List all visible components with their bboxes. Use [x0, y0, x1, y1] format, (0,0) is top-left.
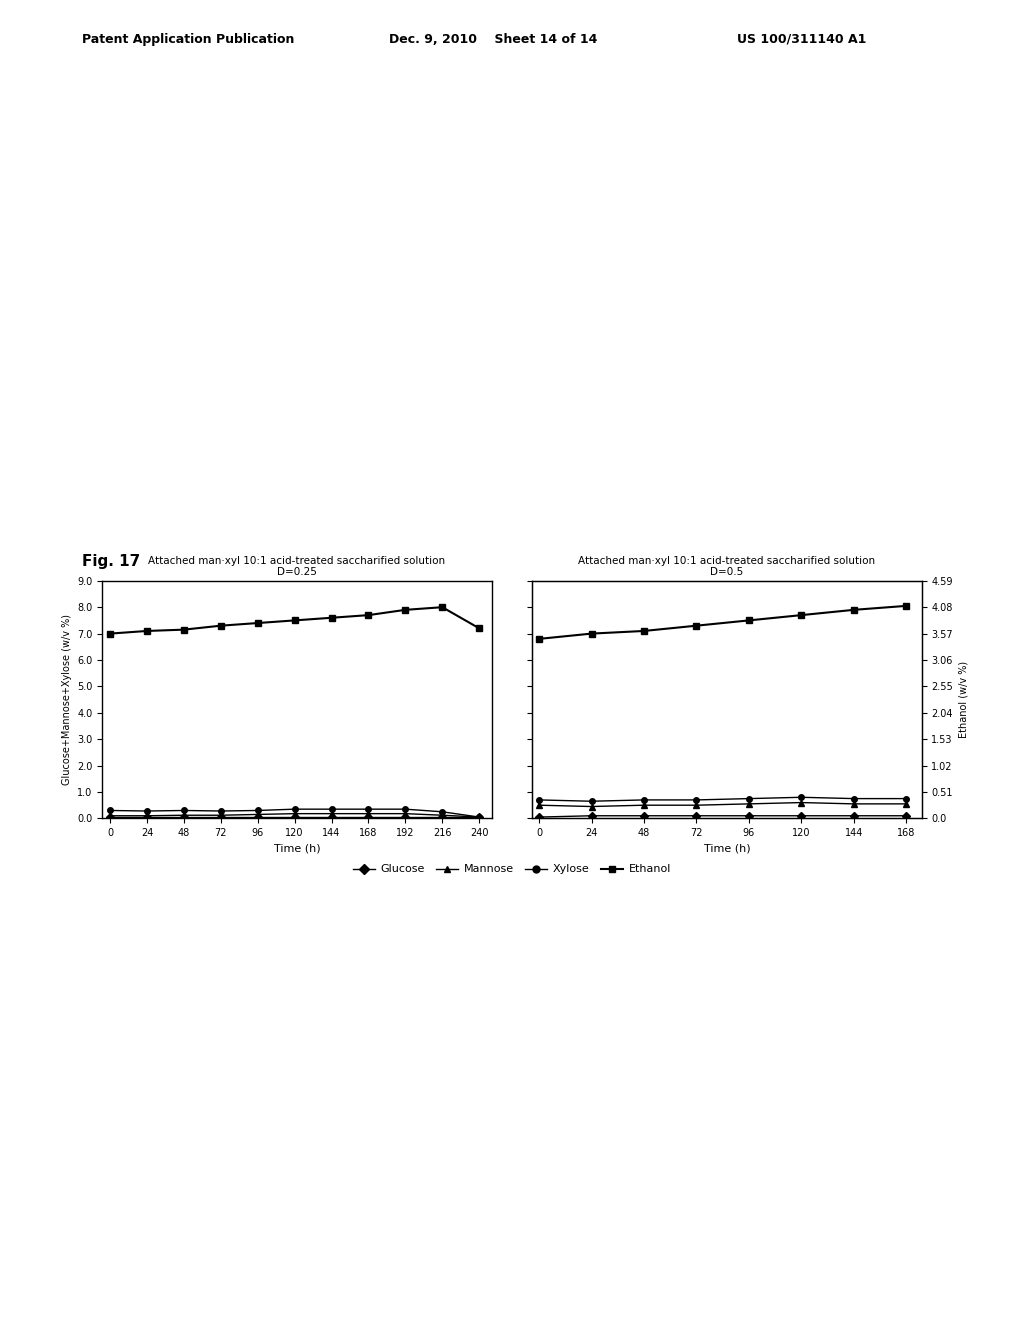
Text: Dec. 9, 2010    Sheet 14 of 14: Dec. 9, 2010 Sheet 14 of 14 — [389, 33, 597, 46]
X-axis label: Time (h): Time (h) — [703, 843, 751, 854]
Text: US 100/311140 A1: US 100/311140 A1 — [737, 33, 866, 46]
X-axis label: Time (h): Time (h) — [273, 843, 321, 854]
Title: Attached man·xyl 10:1 acid-treated saccharified solution
D=0.5: Attached man·xyl 10:1 acid-treated sacch… — [579, 556, 876, 577]
Legend: Glucose, Mannose, Xylose, Ethanol: Glucose, Mannose, Xylose, Ethanol — [348, 859, 676, 879]
Y-axis label: Ethanol (w/v %): Ethanol (w/v %) — [958, 661, 969, 738]
Text: Patent Application Publication: Patent Application Publication — [82, 33, 294, 46]
Y-axis label: Glucose+Mannose+Xylose (w/v %): Glucose+Mannose+Xylose (w/v %) — [61, 614, 72, 785]
Title: Attached man·xyl 10:1 acid-treated saccharified solution
D=0.25: Attached man·xyl 10:1 acid-treated sacch… — [148, 556, 445, 577]
Text: Fig. 17: Fig. 17 — [82, 554, 140, 569]
